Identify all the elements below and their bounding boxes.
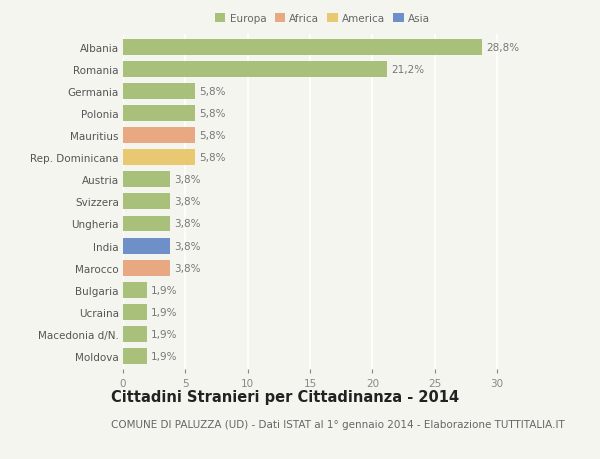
Text: 3,8%: 3,8%	[174, 219, 200, 229]
Text: 5,8%: 5,8%	[199, 109, 226, 119]
Bar	[123, 128, 196, 144]
Bar	[123, 304, 146, 320]
Bar	[123, 238, 170, 254]
Bar	[123, 216, 170, 232]
Text: 1,9%: 1,9%	[151, 329, 177, 339]
Text: 1,9%: 1,9%	[151, 285, 177, 295]
Bar	[123, 84, 196, 100]
Text: COMUNE DI PALUZZA (UD) - Dati ISTAT al 1° gennaio 2014 - Elaborazione TUTTITALIA: COMUNE DI PALUZZA (UD) - Dati ISTAT al 1…	[111, 419, 565, 429]
Bar	[123, 40, 482, 56]
Text: 1,9%: 1,9%	[151, 351, 177, 361]
Bar	[123, 106, 196, 122]
Bar	[123, 326, 146, 342]
Bar	[123, 172, 170, 188]
Bar	[123, 150, 196, 166]
Bar	[123, 194, 170, 210]
Legend: Europa, Africa, America, Asia: Europa, Africa, America, Asia	[213, 11, 432, 26]
Text: 3,8%: 3,8%	[174, 175, 200, 185]
Text: 3,8%: 3,8%	[174, 241, 200, 251]
Text: Cittadini Stranieri per Cittadinanza - 2014: Cittadini Stranieri per Cittadinanza - 2…	[111, 390, 459, 405]
Text: 21,2%: 21,2%	[391, 65, 424, 75]
Bar	[123, 260, 170, 276]
Text: 3,8%: 3,8%	[174, 197, 200, 207]
Bar	[123, 282, 146, 298]
Text: 5,8%: 5,8%	[199, 153, 226, 163]
Text: 28,8%: 28,8%	[486, 43, 519, 53]
Bar	[123, 348, 146, 364]
Text: 5,8%: 5,8%	[199, 87, 226, 97]
Text: 1,9%: 1,9%	[151, 307, 177, 317]
Bar	[123, 62, 388, 78]
Text: 3,8%: 3,8%	[174, 263, 200, 273]
Text: 5,8%: 5,8%	[199, 131, 226, 141]
